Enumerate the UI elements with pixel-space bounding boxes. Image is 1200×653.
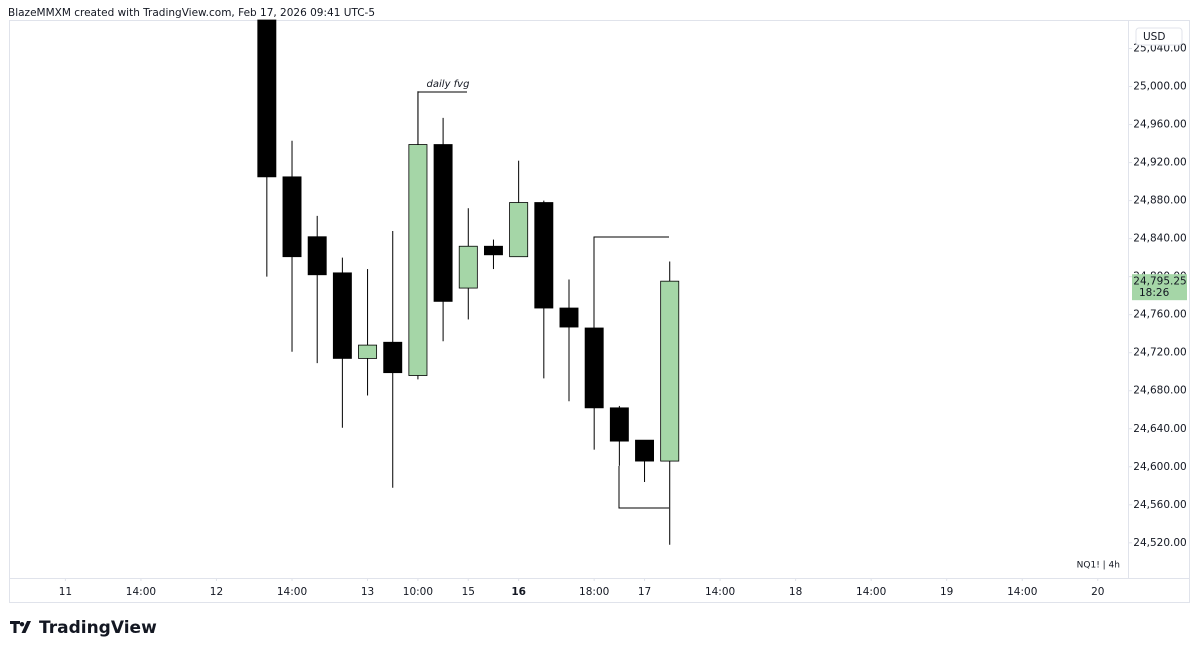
currency-box[interactable] bbox=[1135, 27, 1183, 46]
header: BlazeMMXM created with TradingView.com, … bbox=[8, 7, 375, 19]
x-tick-label: 12 bbox=[210, 586, 223, 598]
x-tick-label: 14:00 bbox=[856, 586, 886, 598]
logo-mark bbox=[10, 621, 31, 633]
x-tick-label: 14:00 bbox=[277, 586, 307, 598]
x-tick-label: 10:00 bbox=[403, 586, 433, 598]
y-tick-label: 24,720.00 bbox=[1133, 347, 1186, 359]
level-drawing bbox=[618, 466, 669, 509]
x-tick-label: 14:00 bbox=[1007, 586, 1037, 598]
x-tick-label: 14:00 bbox=[705, 586, 735, 598]
candle-body bbox=[559, 307, 579, 328]
x-tick-label: 19 bbox=[940, 586, 953, 598]
candle-body bbox=[433, 144, 453, 302]
candle-body bbox=[257, 19, 277, 178]
last-price: 24,795.25 bbox=[1133, 276, 1186, 288]
currency[interactable]: USD bbox=[1143, 31, 1165, 43]
y-tick-label: 24,840.00 bbox=[1133, 233, 1186, 245]
y-tick-label: 24,960.00 bbox=[1133, 119, 1186, 131]
x-tick-label: 16 bbox=[511, 586, 526, 598]
candle-body bbox=[584, 327, 604, 409]
y-tick-label: 24,680.00 bbox=[1133, 385, 1186, 397]
footer-logo: TradingView bbox=[10, 618, 157, 638]
level-drawing bbox=[593, 236, 669, 328]
y-tick-label: 24,520.00 bbox=[1133, 537, 1186, 549]
x-tick-label: 20 bbox=[1091, 586, 1104, 598]
last-price-box bbox=[1132, 274, 1187, 301]
candle-body bbox=[534, 202, 554, 309]
x-tick-label: 11 bbox=[59, 586, 72, 598]
x-tick-label: 18 bbox=[789, 586, 802, 598]
x-tick-label: 13 bbox=[361, 586, 374, 598]
x-tick-label: 14:00 bbox=[126, 586, 156, 598]
candle-body bbox=[458, 245, 478, 289]
candle-body bbox=[282, 176, 302, 258]
chart-frame bbox=[9, 20, 1190, 603]
candle-body bbox=[483, 245, 503, 256]
candle-body bbox=[635, 439, 655, 462]
annotation: daily fvg bbox=[427, 79, 470, 90]
y-tick-label: 24,560.00 bbox=[1133, 499, 1186, 511]
candle-body bbox=[383, 341, 403, 374]
logo-text: TradingView bbox=[39, 618, 157, 638]
y-tick-label: 25,000.00 bbox=[1133, 81, 1186, 93]
y-tick-label: 24,600.00 bbox=[1133, 461, 1186, 473]
fvg-drawing bbox=[417, 91, 467, 145]
y-tick-label: 24,880.00 bbox=[1133, 195, 1186, 207]
x-tick-label: 18:00 bbox=[579, 586, 609, 598]
symbol-label: NQ1! | 4h bbox=[1077, 561, 1120, 571]
candle-body bbox=[332, 272, 352, 359]
candle-body bbox=[509, 202, 529, 258]
y-tick-label: 24,640.00 bbox=[1133, 423, 1186, 435]
countdown: 18:26 bbox=[1139, 287, 1170, 299]
candle-body bbox=[408, 144, 428, 376]
y-tick-label: 24,920.00 bbox=[1133, 157, 1186, 169]
y-tick-label: 25,040.00 bbox=[1133, 43, 1186, 55]
x-tick-label: 17 bbox=[638, 586, 651, 598]
x-tick-label: 15 bbox=[462, 586, 475, 598]
y-tick-label: 24,760.00 bbox=[1133, 309, 1186, 321]
candle-body bbox=[358, 344, 378, 359]
candle-body bbox=[307, 236, 327, 276]
candle-body bbox=[609, 407, 629, 442]
candle-body bbox=[660, 280, 680, 462]
